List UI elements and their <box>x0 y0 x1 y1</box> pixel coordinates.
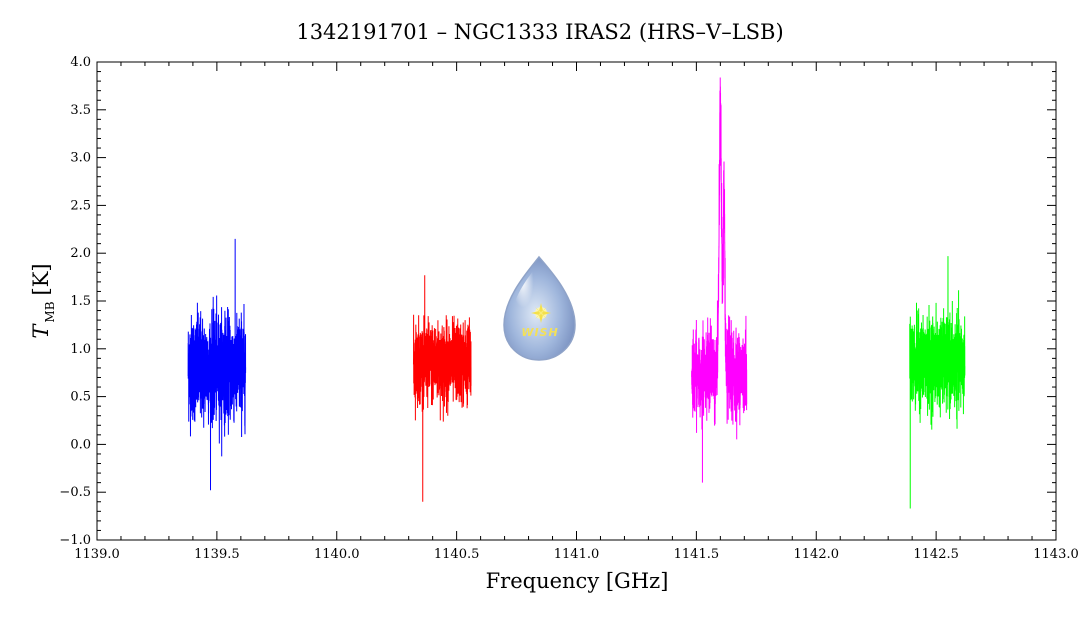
series-group <box>187 77 966 509</box>
y-tick-label: 1.0 <box>70 342 91 357</box>
x-tick-label: 1139.0 <box>74 547 120 562</box>
x-tick-label: 1142.0 <box>794 547 840 562</box>
x-axis-label: Frequency [GHz] <box>486 569 669 593</box>
y-tick-label: −0.5 <box>59 485 91 500</box>
x-tick-label: 1140.0 <box>314 547 360 562</box>
y-tick-label: −1.0 <box>59 533 91 548</box>
x-tick-label: 1140.5 <box>434 547 480 562</box>
chart-title: 1342191701 – NGC1333 IRAS2 (HRS–V–LSB) <box>296 20 783 44</box>
y-tick-label: 0.5 <box>70 390 91 405</box>
spectrum-series-4 <box>909 256 966 509</box>
y-axis-tick-labels: −1.0 −0.5 0.0 0.5 1.0 1.5 2.0 2.5 3.0 3.5 4.0 <box>59 55 91 548</box>
drop-highlight <box>512 263 539 327</box>
spectrum-series-3 <box>691 77 748 483</box>
y-tick-label: 0.0 <box>70 437 91 452</box>
x-tick-label: 1139.5 <box>194 547 240 562</box>
x-tick-label: 1142.5 <box>913 547 959 562</box>
x-axis-tick-labels: 1139.0 1139.5 1140.0 1140.5 1141.0 1141.5 1142… <box>74 547 1079 562</box>
y-tick-label: 2.0 <box>70 246 91 261</box>
y-tick-label: 1.5 <box>70 294 91 309</box>
y-axis-subscript: MB <box>43 301 57 322</box>
star-icon <box>531 303 551 323</box>
spectrum-series-2 <box>412 275 472 502</box>
x-tick-label: 1143.0 <box>1033 547 1079 562</box>
y-axis-symbol: T <box>29 323 53 339</box>
y-tick-label: 3.0 <box>70 151 91 166</box>
y-axis-ticks <box>97 61 1056 541</box>
y-axis-label: TMB [K] <box>29 263 57 338</box>
x-axis-ticks <box>96 62 1057 540</box>
y-axis-unit: [K] <box>29 263 53 295</box>
y-tick-label: 4.0 <box>70 55 91 70</box>
y-tick-label: 3.5 <box>70 103 91 118</box>
x-tick-label: 1141.0 <box>554 547 600 562</box>
logo-text: WISH <box>521 326 558 339</box>
x-tick-label: 1141.5 <box>674 547 720 562</box>
spectrum-series-1 <box>187 238 247 491</box>
plot-frame <box>96 61 1057 541</box>
wish-logo: WISH <box>503 255 576 361</box>
plot-area: 1139.0 1139.5 1140.0 1140.5 1141.0 1141.5 1142… <box>59 55 1078 562</box>
y-tick-label: 2.5 <box>70 198 91 213</box>
